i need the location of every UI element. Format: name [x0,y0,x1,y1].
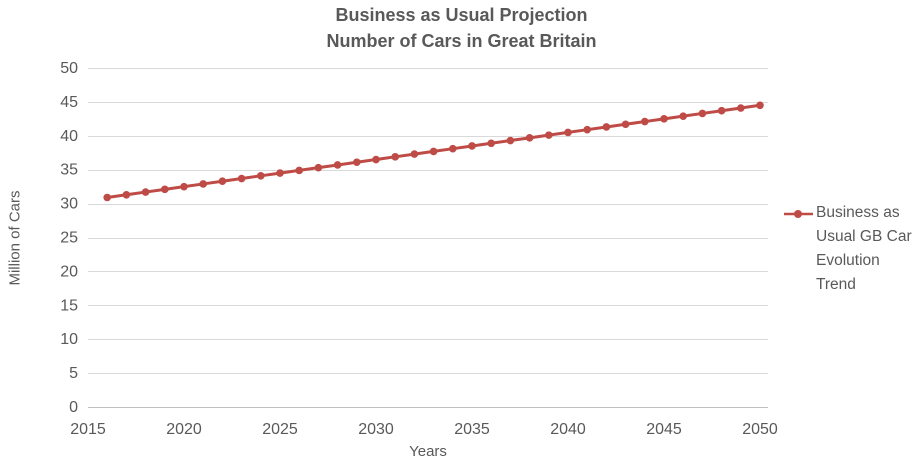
data-point[interactable] [468,142,476,150]
data-point[interactable] [276,169,284,177]
data-point[interactable] [545,131,553,139]
data-point[interactable] [333,161,342,169]
y-tick-label: 10 [60,331,78,348]
y-tick-label: 40 [60,128,78,145]
data-point[interactable] [737,104,745,112]
data-point[interactable] [660,115,668,123]
chart-title: Business as Usual Projection Number of C… [0,2,923,54]
data-point[interactable] [180,182,188,191]
data-point[interactable] [506,136,515,145]
data-point[interactable] [756,101,764,110]
data-point[interactable] [525,134,534,142]
x-tick-label: 2030 [358,421,394,438]
data-point[interactable] [621,120,630,129]
data-point[interactable] [141,188,150,196]
y-tick-label: 15 [60,297,78,314]
x-tick-label: 2020 [166,421,202,438]
data-point[interactable] [410,150,419,158]
data-point[interactable] [564,128,572,137]
x-tick-label: 2025 [262,421,298,438]
data-point[interactable] [698,109,707,118]
y-tick-label: 5 [69,365,78,382]
x-tick-label: 2050 [742,421,778,438]
y-tick-label: 45 [60,94,78,111]
data-point[interactable] [679,112,687,120]
data-point[interactable] [391,153,400,161]
legend[interactable]: Business as Usual GB Car Evolution Trend [783,201,916,297]
x-tick-label: 2045 [646,421,682,438]
data-point[interactable] [429,147,438,156]
legend-line-marker-icon [784,210,813,218]
data-point[interactable] [583,125,591,134]
y-tick-label: 0 [69,399,78,416]
y-tick-label: 50 [60,60,78,77]
y-tick-label: 30 [60,196,78,213]
data-point[interactable] [103,193,111,202]
data-point[interactable] [122,190,131,199]
data-point[interactable] [218,177,227,186]
y-axis-title: Million of Cars [6,190,24,286]
data-point[interactable] [449,144,457,153]
data-point[interactable] [487,139,496,148]
data-point[interactable] [161,185,169,194]
data-point[interactable] [717,106,726,115]
data-point[interactable] [372,155,380,164]
data-point[interactable] [237,174,246,183]
x-axis-title: Years [409,443,447,460]
y-tick-label: 35 [60,162,78,179]
data-point[interactable] [353,158,361,167]
x-tick-label: 2040 [550,421,586,438]
data-point[interactable] [257,172,265,180]
data-point[interactable] [602,123,611,131]
chart-title-line1: Business as Usual Projection [335,5,588,25]
legend-label: Business as Usual GB Car Evolution Trend [816,204,912,293]
y-tick-label: 25 [60,230,78,247]
data-point[interactable] [295,166,304,175]
data-point[interactable] [641,117,649,126]
data-point[interactable] [314,163,323,172]
x-tick-label: 2035 [454,421,490,438]
chart-title-line2: Number of Cars in Great Britain [326,31,597,51]
x-tick-label: 2015 [70,421,106,438]
data-point[interactable] [199,180,207,188]
y-tick-label: 20 [60,263,78,280]
